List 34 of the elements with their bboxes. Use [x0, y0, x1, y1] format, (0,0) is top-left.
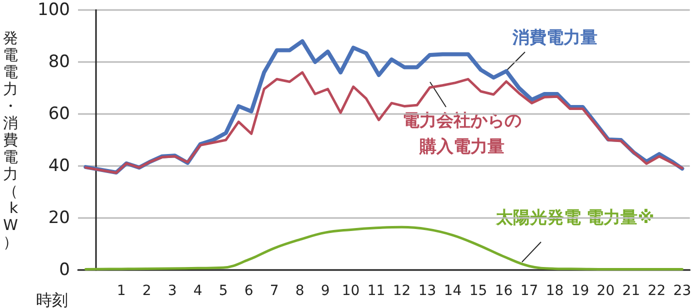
- x-tick-label: 21: [622, 283, 640, 299]
- y-tick-label: 0: [59, 260, 70, 280]
- x-tick-label: 22: [648, 283, 666, 299]
- x-tick-label: 18: [546, 283, 564, 299]
- x-tick-label: 20: [596, 283, 615, 299]
- x-tick-label: 4: [193, 283, 202, 299]
- x-tick-label: 3: [168, 283, 177, 299]
- x-tick-label: 12: [392, 283, 411, 299]
- line-series: [84, 71, 684, 174]
- x-tick-label: 9: [320, 283, 330, 299]
- x-tick-label: 19: [571, 283, 590, 299]
- x-tick-label: 8: [295, 283, 304, 299]
- x-axis-title: 時刻: [36, 290, 68, 308]
- x-tick-label: 7: [270, 283, 279, 299]
- y-tick-label: 100: [38, 0, 70, 20]
- x-tick-label: 6: [244, 283, 254, 299]
- x-tick-label: 15: [469, 283, 488, 299]
- x-tick-label: 5: [218, 283, 228, 299]
- x-tick-label: 16: [494, 283, 513, 299]
- text: 発電電力・消費電力（kW）: [3, 29, 18, 251]
- y-tick-label: 80: [48, 52, 70, 72]
- x-tick-label: 14: [444, 283, 462, 299]
- x-tick-label: 2: [142, 283, 152, 299]
- x-tick-label: 13: [418, 283, 436, 299]
- y-tick-label: 60: [48, 104, 70, 124]
- x-tick-label: 10: [342, 283, 360, 299]
- line-series: [84, 226, 684, 270]
- x-tick-label: 23: [673, 283, 692, 299]
- x-tick-label: 1: [116, 283, 126, 299]
- x-tick-label: 17: [520, 283, 538, 299]
- series-label: 消費電力量: [512, 28, 598, 48]
- y-tick-label: 40: [48, 156, 70, 176]
- x-tick-label: 11: [367, 283, 386, 299]
- y-tick-label: 20: [48, 208, 70, 228]
